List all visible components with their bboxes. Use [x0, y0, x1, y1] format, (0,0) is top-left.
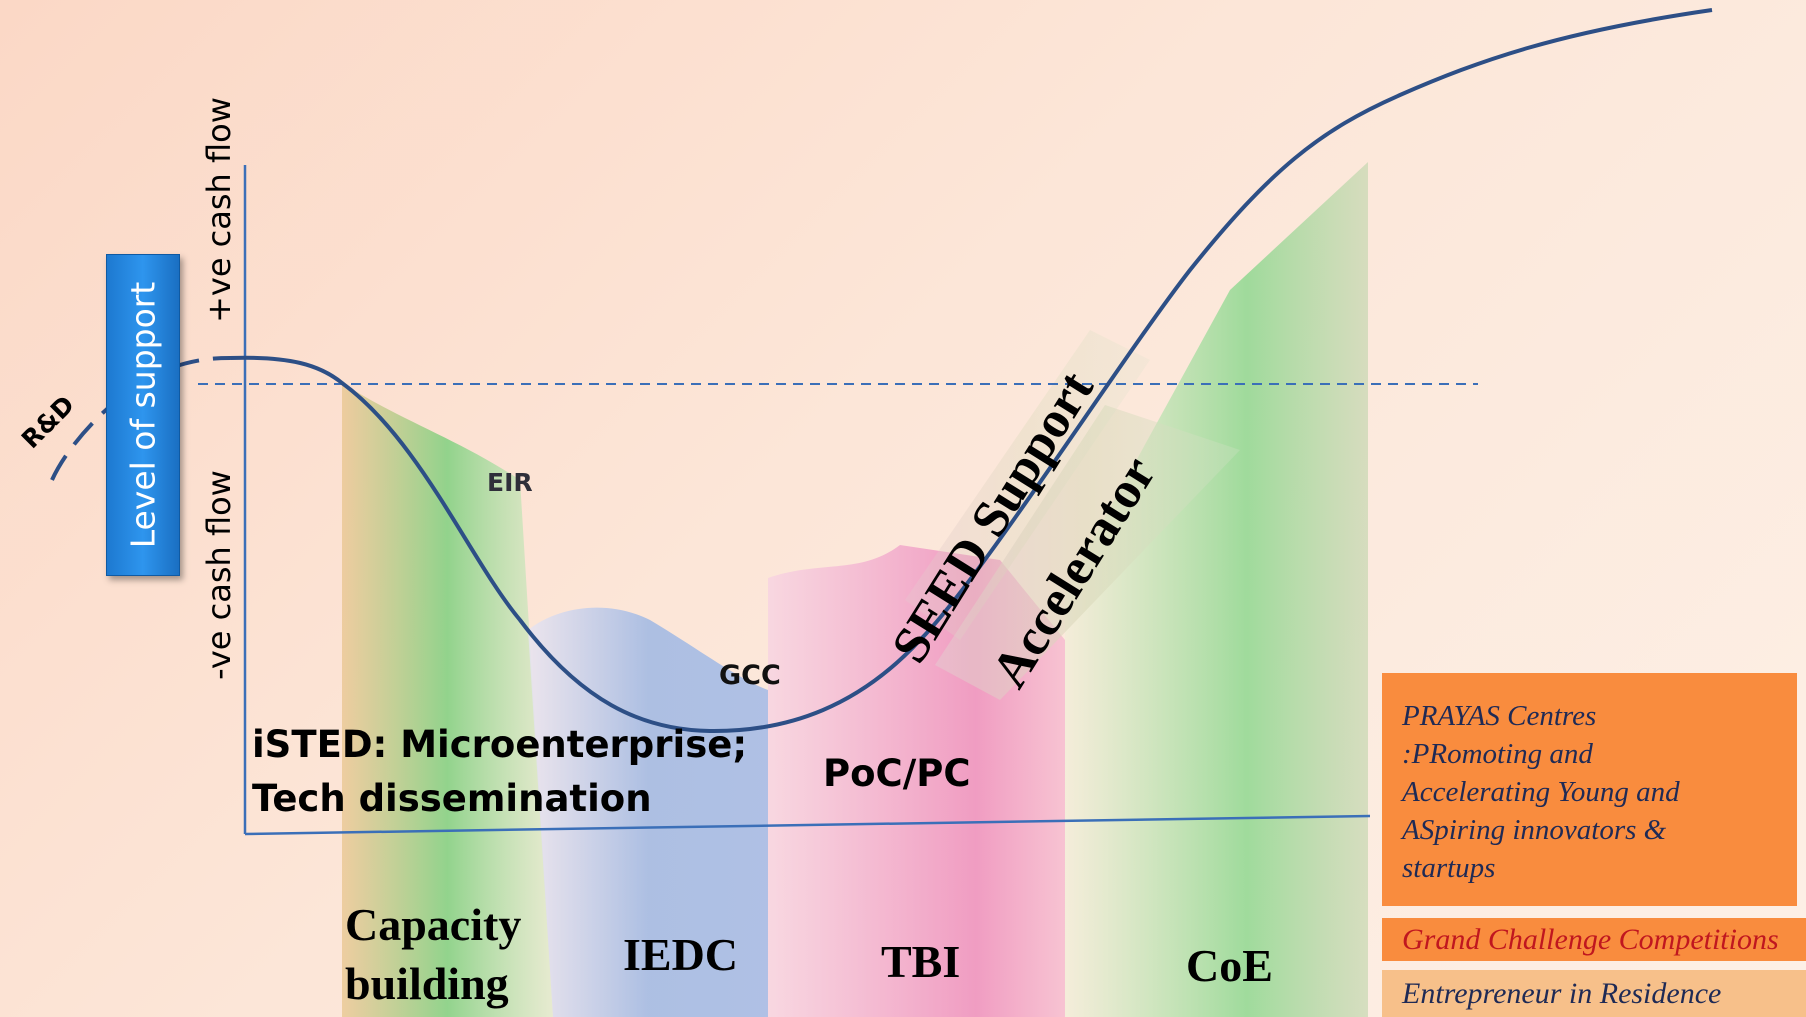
axes: [198, 165, 1478, 836]
stage-tbi-label: TBI: [881, 936, 960, 987]
coe-column: [1065, 162, 1368, 1017]
seed-band: [905, 330, 1150, 640]
capacity-column: [342, 383, 553, 1017]
eir-curve-label: EIR: [487, 468, 533, 497]
level-of-support-label: Level of support: [123, 281, 163, 549]
stage-backgrounds: [342, 162, 1368, 1017]
cash-flow-curve: [229, 8, 1713, 734]
positive-cash-flow-label: +ve cash flow: [200, 97, 238, 323]
stage-coe-label: CoE: [1186, 940, 1273, 991]
x-axis: [244, 814, 1371, 836]
entrepreneur-in-residence-box: Entrepreneur in Residence: [1382, 970, 1806, 1017]
gcc-curve-label: GCC: [719, 660, 781, 691]
isted-line-2: Tech dissemination: [252, 777, 652, 820]
stage-capacity-label-2: building: [345, 958, 509, 1009]
negative-cash-flow-label: -ve cash flow: [200, 470, 238, 680]
iedc-column: [528, 607, 768, 1017]
level-of-support-box: Level of support: [106, 254, 180, 576]
stage-iedc-label: IEDC: [623, 929, 738, 980]
grand-challenge-box: Grand Challenge Competitions: [1382, 918, 1806, 961]
isted-line-1: iSTED: Microenterprise;: [252, 723, 747, 766]
accelerator-band: [935, 405, 1240, 700]
poc-label: PoC/PC: [823, 752, 970, 795]
rnd-label: R&D: [16, 390, 80, 454]
stage-capacity-label-1: Capacity: [345, 899, 521, 950]
prayas-centres-box: PRAYAS Centres :PRomoting and Accelerati…: [1382, 673, 1797, 906]
